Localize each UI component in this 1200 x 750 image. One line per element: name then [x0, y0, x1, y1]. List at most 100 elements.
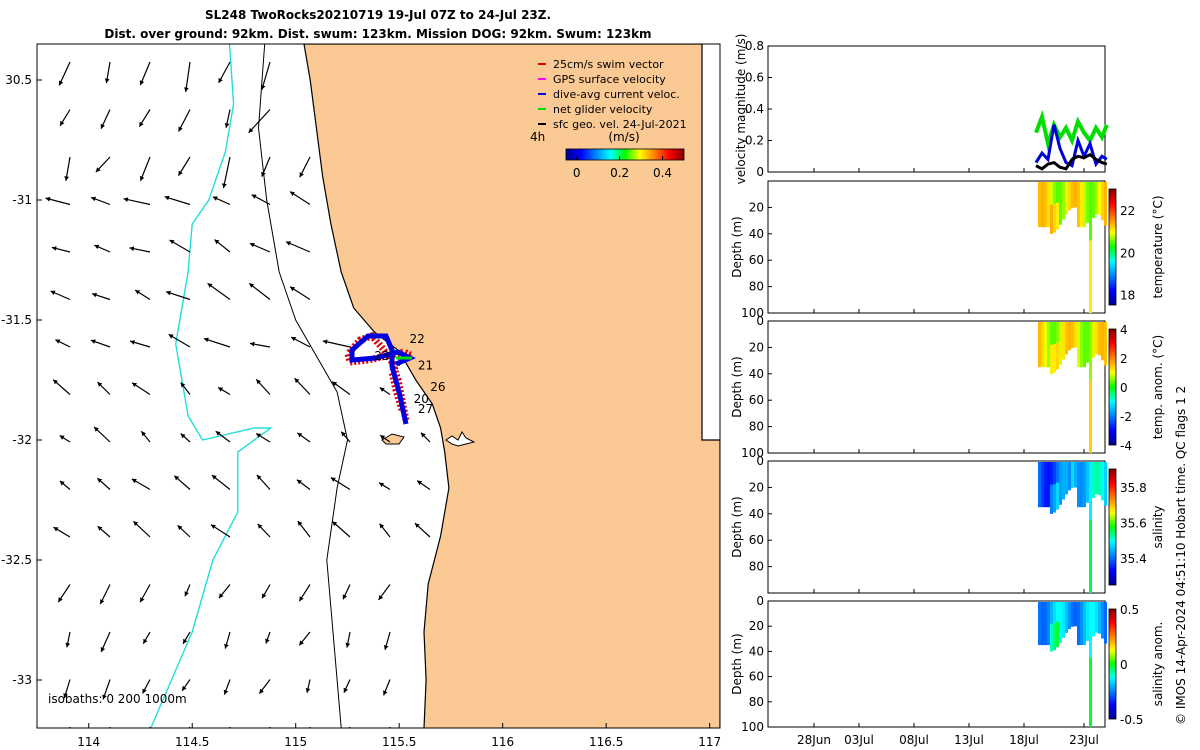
profile-y-label: Depth (m): [730, 633, 744, 694]
section-column-deep: [1050, 484, 1053, 514]
section-column: [1068, 322, 1071, 351]
section-column: [1047, 602, 1050, 646]
section-column: [1062, 462, 1065, 500]
profile-colorbar-tick-label: -4: [1120, 439, 1132, 453]
section-column: [1047, 322, 1050, 368]
current-vector-head: [414, 523, 420, 528]
profile-y-tick-label: 60: [749, 393, 764, 407]
current-vector-head: [169, 240, 175, 245]
current-vector-head: [223, 689, 229, 695]
current-vector-head: [259, 688, 264, 694]
profile-colorbar-label: temperature (°C): [1151, 196, 1165, 299]
section-column: [1065, 182, 1068, 215]
current-vector: [322, 340, 351, 348]
velocity-series-line: [1034, 124, 1108, 168]
current-vector-head: [379, 482, 385, 488]
current-vector-head: [174, 475, 180, 481]
section-column: [1065, 602, 1068, 633]
current-vector-head: [257, 523, 263, 529]
current-vector-head: [210, 524, 216, 529]
current-vector-head: [65, 642, 71, 648]
current-vector-head: [177, 525, 183, 531]
day-label: 22: [410, 332, 425, 346]
current-vector-head: [265, 734, 270, 739]
current-vector-head: [58, 597, 63, 603]
current-vector-head: [341, 431, 346, 437]
section-column: [1074, 322, 1077, 348]
swan-river: [445, 431, 476, 447]
figure-title: SL248 TwoRocks20210719 19-Jul 07Z to 24-…: [205, 8, 551, 22]
current-vector-head: [290, 286, 295, 292]
section-column-deep: [1050, 344, 1053, 374]
current-vector: [268, 726, 271, 728]
section-column: [1074, 462, 1077, 488]
map-x-tick-label: 116: [491, 735, 514, 749]
section-column: [1083, 322, 1086, 368]
profile-colorbar-tick-label: 18: [1120, 288, 1135, 302]
section-column-deep: [1053, 484, 1056, 513]
current-vector-head: [178, 126, 183, 132]
section-column: [1098, 182, 1101, 216]
current-vector-head: [290, 191, 295, 196]
section-column-deep: [1053, 344, 1056, 373]
current-vector-head: [91, 196, 96, 202]
profile-colorbar: [1108, 608, 1117, 720]
current-vector-head: [180, 382, 186, 388]
current-vector-head: [330, 477, 336, 482]
profile-panel: Depth (m) 0 20 40 60 80 35.8 35.6 35.4 salinity: [730, 454, 1165, 594]
figure-subtitle: Dist. over ground: 92km. Dist. swum: 123…: [104, 27, 651, 41]
current-vector-head: [132, 382, 137, 388]
current-vector-head: [251, 194, 257, 199]
section-column-deep: [1089, 380, 1092, 453]
profile-y-tick-label: 40: [749, 507, 764, 521]
profile-y-tick-label: 40: [749, 227, 764, 241]
section-column-deep: [1053, 204, 1056, 233]
current-vector-head: [332, 521, 338, 527]
profile-y-tick-label: 20: [749, 480, 764, 494]
section-column-deep: [1089, 520, 1092, 593]
current-vector-head: [383, 690, 388, 696]
current-vector-head: [53, 379, 58, 385]
profile-colorbar-tick-label: 35.6: [1120, 517, 1147, 531]
colorbar-tick-label: 0.4: [653, 166, 672, 180]
current-vector: [109, 726, 111, 728]
section-column: [1101, 462, 1104, 501]
day-label: 20: [414, 392, 429, 406]
current-vector-head: [95, 167, 101, 172]
profile-panels: velocity magnitude (m/s) 0 0.2 0.4 0.6 0.8 Dep…: [730, 34, 1165, 734]
map-y-ticks: 30.5 -31 -31.5 -32 -32.5 -33: [1, 73, 42, 687]
current-vector-head: [332, 381, 338, 387]
map-x-ticks: 114 114.5 115 115.5 116 116.5 117: [77, 723, 721, 749]
section-column: [1059, 462, 1062, 505]
current-vector-head: [59, 480, 65, 486]
current-vector-head: [100, 123, 105, 129]
current-vector-head: [256, 433, 262, 438]
current-vector-head: [97, 526, 103, 531]
section-column: [1080, 322, 1083, 368]
current-vector-head: [286, 241, 291, 246]
current-vector-head: [305, 688, 311, 693]
section-column: [1041, 182, 1044, 228]
map-x-tick-label: 115: [284, 735, 307, 749]
section-column-deep: [1089, 240, 1092, 313]
profile-y-label: Depth (m): [730, 216, 744, 277]
current-vector: [123, 198, 151, 206]
profile-y-tick-label: 40: [749, 367, 764, 381]
current-vector-head: [183, 638, 188, 644]
profile-colorbar: [1108, 328, 1117, 446]
section-column: [1080, 182, 1083, 228]
current-vector-head: [211, 475, 217, 480]
section-column: [1065, 462, 1068, 495]
section-column: [1059, 182, 1062, 225]
section-column-deep: [1050, 623, 1053, 652]
section-column: [1098, 462, 1101, 496]
colorbar-tick-label: 0.2: [610, 166, 629, 180]
section-column: [1077, 462, 1080, 508]
section-column: [1083, 182, 1086, 228]
section-column: [1095, 322, 1098, 355]
current-vector-head: [94, 426, 99, 432]
current-vector-head: [139, 80, 145, 86]
current-vector-head: [291, 337, 297, 342]
current-vector-head: [299, 640, 304, 646]
